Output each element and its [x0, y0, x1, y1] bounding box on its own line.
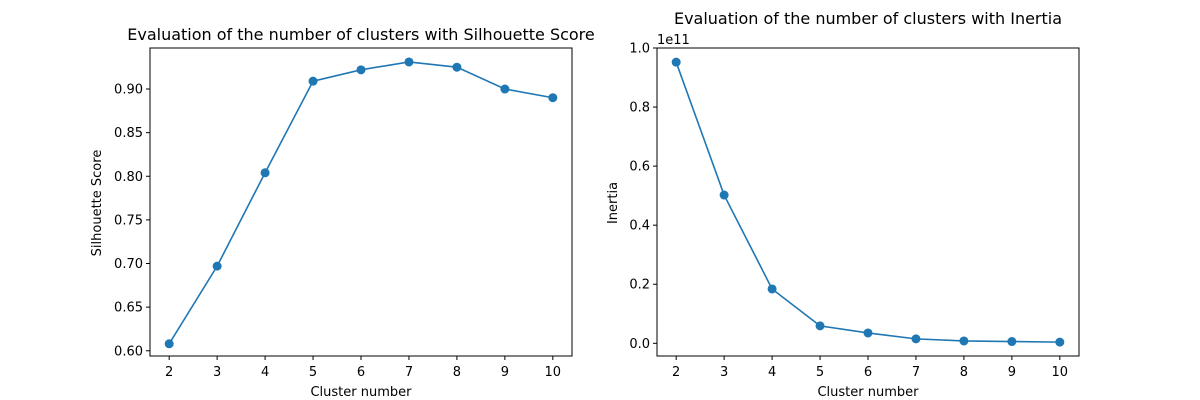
data-point — [548, 93, 558, 103]
x-ticks: 2 3 4 5 6 7 8 9 10 — [165, 356, 561, 380]
y-tick-label: 0.6 — [629, 160, 650, 175]
x-tick-label: 9 — [501, 365, 509, 380]
x-tick-label: 10 — [1052, 365, 1069, 380]
y-tick-label: 0.0 — [629, 337, 650, 352]
y-tick-label: 0.65 — [114, 301, 143, 316]
y-tick-label: 0.90 — [114, 83, 143, 98]
y-ticks: 0.0 0.2 0.4 0.6 0.8 1.0 — [629, 42, 657, 352]
x-tick-label: 6 — [864, 365, 872, 380]
y-tick-label: 0.4 — [629, 219, 650, 234]
x-tick-label: 5 — [309, 365, 317, 380]
y-tick-label: 0.85 — [114, 126, 143, 141]
chart-title: Evaluation of the number of clusters wit… — [674, 9, 1062, 28]
x-tick-label: 4 — [768, 365, 776, 380]
data-point — [1055, 337, 1065, 347]
data-point — [452, 62, 462, 72]
y-tick-label: 0.70 — [114, 257, 143, 272]
y-ticks: 0.60 0.65 0.70 0.75 0.80 0.85 0.90 — [114, 83, 150, 359]
data-point — [671, 57, 681, 67]
y-axis-label: Silhouette Score — [90, 150, 105, 257]
chart-title: Evaluation of the number of clusters wit… — [127, 25, 595, 44]
y-tick-label: 0.80 — [114, 170, 143, 185]
x-tick-label: 7 — [912, 365, 920, 380]
data-point — [356, 65, 366, 75]
plot-area — [149, 47, 573, 357]
x-tick-label: 3 — [720, 365, 728, 380]
x-tick-label: 7 — [405, 365, 413, 380]
series-line — [168, 61, 553, 345]
data-point — [212, 261, 222, 271]
inertia-chart: Evaluation of the number of clusters wit… — [606, 9, 1080, 400]
series-marks — [671, 57, 1065, 347]
x-tick-label: 10 — [545, 365, 562, 380]
x-tick-label: 5 — [816, 365, 824, 380]
y-axis-label: Inertia — [606, 182, 621, 224]
data-point — [767, 284, 777, 294]
x-tick-label: 2 — [165, 365, 173, 380]
y-tick-label: 0.8 — [629, 101, 650, 116]
data-point — [500, 84, 510, 94]
series-line — [675, 61, 1060, 343]
y-tick-label: 1.0 — [629, 42, 650, 57]
x-tick-label: 9 — [1008, 365, 1016, 380]
y-offset-label: 1e11 — [657, 33, 690, 48]
data-point — [719, 190, 729, 200]
x-tick-label: 8 — [453, 365, 461, 380]
y-tick-label: 0.2 — [629, 278, 650, 293]
data-point — [959, 336, 969, 346]
data-point — [164, 339, 174, 349]
y-tick-label: 0.75 — [114, 213, 143, 228]
silhouette-chart: Evaluation of the number of clusters wit… — [90, 25, 595, 400]
x-tick-label: 2 — [672, 365, 680, 380]
x-axis-label: Cluster number — [310, 385, 412, 400]
x-ticks: 2 3 4 5 6 7 8 9 10 — [672, 356, 1068, 380]
data-point — [308, 76, 318, 86]
data-point — [260, 168, 270, 178]
data-point — [1007, 337, 1017, 347]
x-tick-label: 6 — [357, 365, 365, 380]
y-tick-label: 0.60 — [114, 344, 143, 359]
plot-area — [656, 47, 1080, 357]
x-axis-label: Cluster number — [817, 385, 919, 400]
data-point — [815, 321, 825, 331]
x-tick-label: 4 — [261, 365, 269, 380]
data-point — [404, 57, 414, 67]
x-tick-label: 8 — [960, 365, 968, 380]
data-point — [863, 328, 873, 338]
x-tick-label: 3 — [213, 365, 221, 380]
data-point — [911, 334, 921, 344]
series-marks — [164, 57, 558, 349]
